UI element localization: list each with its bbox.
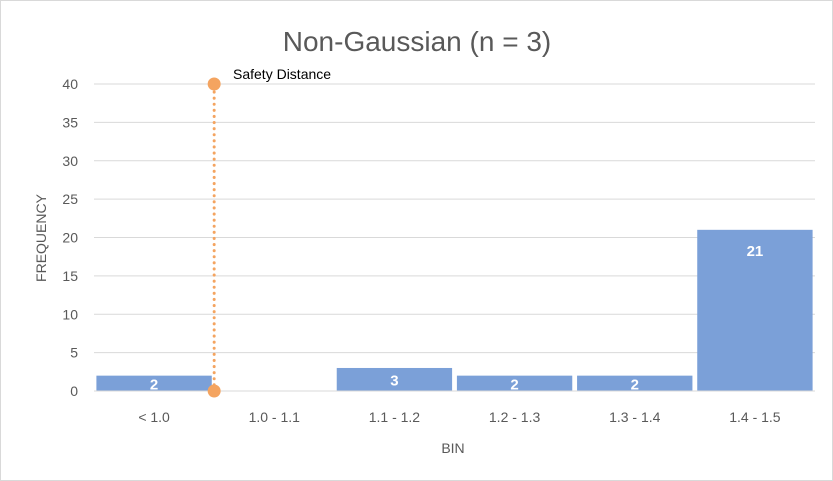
x-tick-label: < 1.0 (138, 409, 170, 425)
y-tick-label: 35 (62, 114, 78, 130)
bar (336, 367, 453, 391)
bar (96, 375, 212, 391)
x-tick-label: 1.2 - 1.3 (489, 409, 541, 425)
bar (697, 229, 813, 391)
y-axis-title: FREQUENCY (33, 193, 49, 282)
data-label: 2 (631, 376, 639, 393)
x-axis-title: BIN (441, 440, 464, 456)
x-tick-label: 1.0 - 1.1 (249, 409, 301, 425)
bar (577, 375, 693, 391)
y-tick-label: 0 (70, 383, 78, 399)
data-label: 3 (390, 372, 398, 389)
y-tick-labels: 0 5 10 15 20 25 30 35 40 (62, 76, 78, 399)
x-tick-label: 1.4 - 1.5 (729, 409, 781, 425)
y-tick-label: 40 (62, 76, 78, 92)
bar (456, 375, 573, 391)
bars (96, 229, 813, 391)
x-tick-label: 1.1 - 1.2 (369, 409, 421, 425)
safety-distance-line (207, 77, 221, 398)
y-tick-label: 5 (70, 345, 78, 361)
chart-title: Non-Gaussian (n = 3) (283, 26, 551, 57)
data-labels: 2 3 2 2 21 (150, 243, 763, 394)
y-tick-label: 20 (62, 230, 78, 246)
x-tick-labels: < 1.0 1.0 - 1.1 1.1 - 1.2 1.2 - 1.3 1.3 - 1.… (138, 409, 780, 425)
y-tick-label: 25 (62, 191, 78, 207)
x-tick-label: 1.3 - 1.4 (609, 409, 661, 425)
reference-point-bottom (207, 384, 221, 398)
y-tick-label: 15 (62, 268, 78, 284)
y-tick-label: 10 (62, 306, 78, 322)
safety-distance-label: Safety Distance (233, 66, 331, 82)
reference-point-top (207, 77, 221, 91)
data-label: 2 (150, 376, 158, 393)
y-tick-label: 30 (62, 153, 78, 169)
data-label: 21 (747, 243, 764, 260)
data-label: 2 (510, 376, 518, 393)
